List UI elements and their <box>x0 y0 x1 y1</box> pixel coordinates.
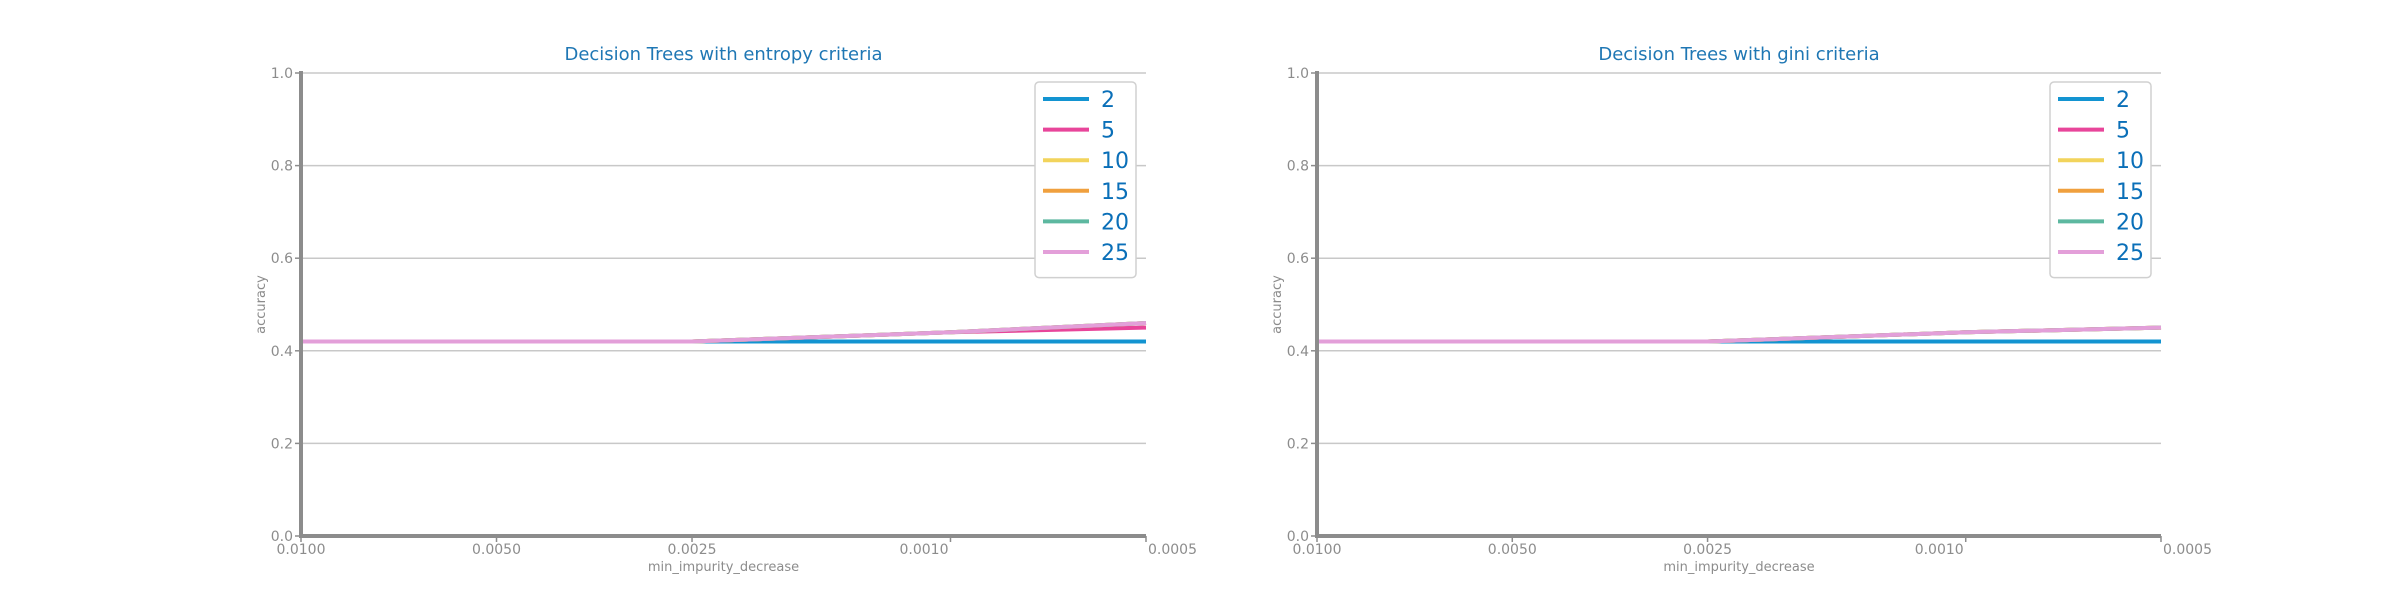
x-tick-label: 0.0005 <box>1148 542 1197 558</box>
y-tick-label: 0.2 <box>1287 436 1309 452</box>
legend-label-10: 10 <box>2116 149 2144 174</box>
x-tick-label: 0.0100 <box>1293 542 1342 558</box>
y-axis-label: accuracy <box>1270 275 1285 334</box>
series-line-25 <box>1317 325 2162 344</box>
legend-label-2: 2 <box>1101 88 1115 113</box>
chart-title: Decision Trees with entropy criteria <box>564 44 882 65</box>
x-tick-label: 0.0005 <box>2163 542 2212 558</box>
legend-label-25: 25 <box>1101 241 1129 266</box>
y-tick-label: 0.4 <box>271 344 293 360</box>
x-tick-label: 0.0025 <box>668 542 717 558</box>
series-line-25 <box>301 321 1147 344</box>
gini-chart-panel: 0.0 0.2 0.4 0.6 0.8 1.0 0.0100 0.0050 0.0025 0.00… <box>1270 44 2212 575</box>
y-tick-label: 0.8 <box>271 159 293 175</box>
legend-label-20: 20 <box>2116 210 2144 235</box>
entropy-chart-panel: 0.0 0.2 0.4 0.6 0.8 1.0 0.0100 0.0050 0.0025 0.00… <box>254 44 1197 575</box>
x-tick-label: 0.0010 <box>899 542 948 558</box>
y-tick-label: 0.0 <box>271 529 293 545</box>
y-tick-label: 0.4 <box>1287 344 1309 360</box>
legend-label-15: 15 <box>2116 180 2144 205</box>
y-tick-label: 0.6 <box>271 251 293 267</box>
chart-title: Decision Trees with gini criteria <box>1598 44 1879 65</box>
legend-label-5: 5 <box>1101 119 1115 144</box>
x-axis-label: min_impurity_decrease <box>1663 560 1814 575</box>
y-tick-label: 1.0 <box>271 66 293 82</box>
x-axis-label: min_impurity_decrease <box>648 560 799 575</box>
y-axis-label: accuracy <box>254 275 269 334</box>
legend-label-15: 15 <box>1101 180 1129 205</box>
y-tick-label: 0.6 <box>1287 251 1309 267</box>
y-tick-label: 0.2 <box>271 436 293 452</box>
y-tick-label: 0.0 <box>1287 529 1309 545</box>
legend-label-5: 5 <box>2116 119 2130 144</box>
x-tick-label: 0.0100 <box>277 542 326 558</box>
legend-label-25: 25 <box>2116 241 2144 266</box>
x-tick-label: 0.0050 <box>1488 542 1537 558</box>
x-tick-label: 0.0050 <box>472 542 521 558</box>
legend-label-2: 2 <box>2116 88 2130 113</box>
y-tick-label: 0.8 <box>1287 159 1309 175</box>
x-tick-label: 0.0025 <box>1683 542 1732 558</box>
legend-label-10: 10 <box>1101 149 1129 174</box>
y-tick-label: 1.0 <box>1287 66 1309 82</box>
x-tick-label: 0.0010 <box>1915 542 1964 558</box>
legend-label-20: 20 <box>1101 210 1129 235</box>
